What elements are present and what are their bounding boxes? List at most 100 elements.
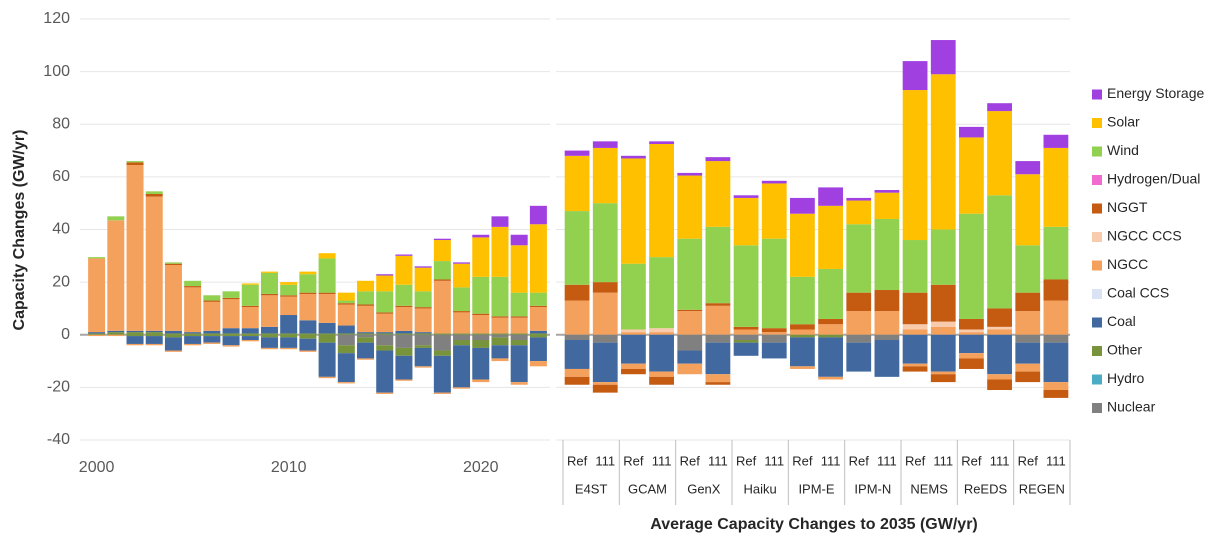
bar-segment <box>1043 342 1069 383</box>
bar-segment <box>705 342 731 375</box>
bar-segment <box>1043 390 1069 398</box>
bar-segment <box>280 282 298 285</box>
bar-segment <box>318 333 336 335</box>
legend-label: Coal <box>1107 313 1136 329</box>
bar-segment <box>88 258 106 333</box>
bar-segment <box>564 211 590 285</box>
bar-segment <box>592 203 618 283</box>
bar-segment <box>621 332 646 335</box>
bar-segment <box>491 276 509 317</box>
bar-segment <box>930 334 956 372</box>
bar-segment <box>414 366 432 368</box>
bar-segment <box>1043 226 1069 280</box>
bar-segment <box>761 180 787 184</box>
bar-segment <box>1043 334 1069 343</box>
bar-segment <box>592 292 618 335</box>
bar-segment <box>145 196 163 331</box>
bar-segment <box>126 332 144 335</box>
category-label: Ref <box>905 453 926 468</box>
bar-segment <box>433 355 451 393</box>
bar-segment <box>260 271 278 273</box>
bar-segment <box>318 258 336 293</box>
bar-segment <box>357 305 375 333</box>
bar-segment <box>649 332 674 335</box>
bar-segment <box>433 334 451 351</box>
bar-segment <box>1015 245 1041 293</box>
bar-segment <box>299 338 317 351</box>
bar-segment <box>874 334 900 341</box>
bar-segment <box>164 262 182 264</box>
bar-segment <box>376 275 394 292</box>
bar-segment <box>241 283 259 285</box>
bar-segment <box>164 265 182 331</box>
bar-segment <box>145 343 163 346</box>
bar-segment <box>491 216 509 227</box>
y-tick-label: 0 <box>61 326 70 343</box>
bar-segment <box>592 147 618 204</box>
bar-segment <box>222 291 240 298</box>
bar-segment <box>592 282 618 293</box>
bar-segment <box>241 305 259 308</box>
bar-segment <box>241 336 259 341</box>
bar-segment <box>592 384 618 393</box>
bar-segment <box>376 312 394 314</box>
bar-segment <box>705 382 731 385</box>
bar-segment <box>414 291 432 308</box>
bar-segment <box>164 263 182 266</box>
bar-segment <box>260 293 278 296</box>
bar-segment <box>930 74 956 230</box>
bar-segment <box>472 347 490 380</box>
x-tick-label: 2020 <box>463 459 499 476</box>
bar-segment <box>280 334 298 338</box>
bar-segment <box>564 150 590 156</box>
bar-segment <box>395 305 413 308</box>
bar-segment <box>260 334 278 338</box>
bar-segment <box>874 311 900 335</box>
bar-segment <box>299 333 317 335</box>
bar-segment <box>491 316 509 318</box>
bar-segment <box>733 342 759 356</box>
legend-swatch <box>1092 374 1102 385</box>
bar-segment <box>1015 371 1041 383</box>
bar-segment <box>241 307 259 329</box>
bar-segment <box>164 330 182 334</box>
legend-label: Solar <box>1107 114 1140 130</box>
bar-segment <box>959 334 984 354</box>
bar-segment <box>184 343 202 346</box>
bar-segment <box>846 224 872 293</box>
bar-segment <box>414 345 432 348</box>
bar-segment <box>1043 279 1069 301</box>
bar-segment <box>453 311 471 313</box>
bar-segment <box>414 267 432 292</box>
legend-swatch <box>1092 175 1102 185</box>
bar-segment <box>260 347 278 350</box>
bar-segment <box>472 276 490 314</box>
bar-segment <box>846 342 872 372</box>
legend-swatch <box>1092 232 1102 242</box>
bar-segment <box>529 334 547 338</box>
bar-segment <box>818 318 843 325</box>
bar-segment <box>280 337 298 348</box>
group-label: Haiku <box>744 481 777 496</box>
category-label: 111 <box>1046 453 1066 468</box>
bar-segment <box>491 334 509 338</box>
bar-segment <box>621 263 646 330</box>
category-label: 111 <box>764 453 784 468</box>
bar-segment <box>491 337 509 346</box>
bar-segment <box>222 333 240 335</box>
bar-segment <box>164 337 182 351</box>
bar-segment <box>529 337 547 362</box>
bar-segment <box>126 334 144 337</box>
bar-segment <box>733 329 759 335</box>
bar-segment <box>433 261 451 280</box>
bar-segment <box>987 103 1012 112</box>
bar-segment <box>126 336 144 344</box>
bar-segment <box>318 292 336 294</box>
bar-segment <box>376 345 394 351</box>
bar-segment <box>564 300 590 335</box>
bar-segment <box>790 213 815 277</box>
group-label: E4ST <box>575 481 608 496</box>
bar-segment <box>705 374 731 383</box>
bar-segment <box>260 333 278 335</box>
bar-segment <box>107 216 125 221</box>
